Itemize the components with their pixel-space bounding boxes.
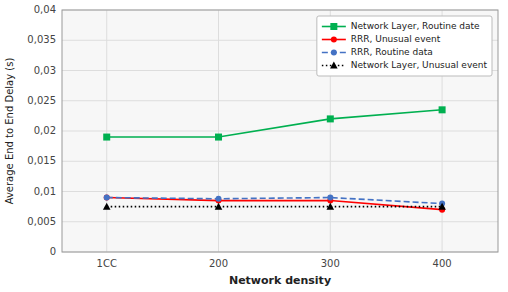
data-point xyxy=(104,195,110,201)
y-tick-label: 0,04 xyxy=(34,4,56,15)
series-line xyxy=(107,198,442,210)
legend: Network Layer, Routine date RRR, Unusual … xyxy=(317,16,492,76)
data-point xyxy=(327,115,334,122)
y-tick-label: 0,015 xyxy=(27,155,56,166)
y-tick-label: 0,025 xyxy=(27,95,56,106)
legend-marker xyxy=(330,62,338,69)
x-tick-label: 200 xyxy=(209,258,228,269)
plot-frame xyxy=(62,10,498,252)
y-axis-label: Average End to End Delay (s) xyxy=(4,58,15,205)
x-grid-line xyxy=(106,10,107,252)
data-point xyxy=(327,203,335,210)
x-tick-label: 300 xyxy=(321,258,340,269)
legend-item: Network Layer, Routine date xyxy=(322,21,480,31)
x-grid-line xyxy=(218,10,219,252)
grid xyxy=(62,10,498,252)
y-grid-line xyxy=(62,221,498,222)
legend-marker xyxy=(331,37,337,43)
data-point xyxy=(103,134,110,141)
y-grid-line xyxy=(62,100,498,101)
data-point xyxy=(215,134,222,141)
data-point xyxy=(104,195,110,201)
legend-item: RRR, Unusual event xyxy=(322,34,441,44)
legend-label: Network Layer, Routine date xyxy=(351,21,480,31)
series xyxy=(103,106,445,140)
series-line xyxy=(107,198,442,204)
legend-label: Network Layer, Unusual event xyxy=(351,60,488,70)
y-tick-label: 0 xyxy=(50,246,56,257)
data-point xyxy=(216,196,222,202)
data-point xyxy=(327,195,333,201)
x-axis-label: Network density xyxy=(229,274,331,287)
y-grid-line xyxy=(62,161,498,162)
legend-label: RRR, Unusual event xyxy=(351,34,441,44)
series xyxy=(103,203,446,210)
legend-marker xyxy=(330,23,337,30)
y-tick-label: 0,035 xyxy=(27,34,56,45)
series xyxy=(104,195,445,207)
y-tick-label: 0,01 xyxy=(34,186,56,197)
x-tick-label: 1CC xyxy=(97,258,117,269)
legend-marker xyxy=(331,50,337,56)
y-tick-label: 0,03 xyxy=(34,65,56,76)
data-point xyxy=(439,106,446,113)
data-point xyxy=(215,203,223,210)
series-group xyxy=(103,106,446,212)
y-tick-label: 0,02 xyxy=(34,125,56,136)
series xyxy=(104,195,445,213)
series-line xyxy=(107,110,442,137)
legend-box xyxy=(317,16,492,76)
data-point xyxy=(103,203,111,210)
chart: 0 0,005 0,01 0,015 0,02 0,025 0,03 0,035 0,04 1CC… xyxy=(0,0,508,292)
legend-label: RRR, Routine data xyxy=(351,47,433,57)
y-grid-line xyxy=(62,191,498,192)
legend-item: Network Layer, Unusual event xyxy=(322,60,488,70)
legend-item: RRR, Routine data xyxy=(322,47,433,57)
x-tick-label: 400 xyxy=(433,258,452,269)
series-line xyxy=(107,206,442,208)
plot-area xyxy=(62,10,498,252)
y-grid-line xyxy=(62,131,498,132)
y-tick-label: 0,005 xyxy=(27,216,56,227)
data-point xyxy=(438,203,446,210)
